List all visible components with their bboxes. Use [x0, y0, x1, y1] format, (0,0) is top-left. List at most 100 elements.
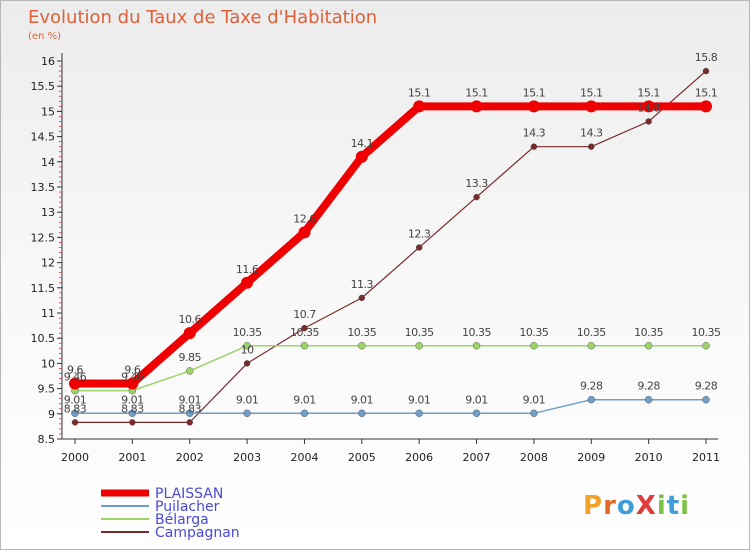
data-point	[527, 100, 540, 113]
data-label: 9.46	[64, 371, 87, 384]
data-point	[241, 276, 254, 289]
data-point	[243, 360, 251, 367]
data-label: 11.3	[351, 278, 374, 291]
data-point	[186, 367, 194, 375]
data-label: 10.35	[577, 326, 606, 339]
data-point	[702, 67, 710, 75]
data-label: 10.35	[347, 326, 376, 339]
x-tick-label: 2007	[463, 451, 491, 464]
data-point	[415, 409, 423, 417]
data-label: 15.1	[637, 86, 660, 99]
logo-letter: i	[680, 491, 691, 521]
y-tick-label: 16	[41, 55, 55, 68]
data-label: 15.8	[695, 51, 718, 64]
data-point	[530, 409, 538, 417]
data-label: 10.35	[692, 326, 721, 339]
data-point	[69, 377, 81, 390]
data-label: 12.3	[408, 227, 431, 240]
data-label: 10.35	[519, 326, 548, 339]
y-tick-label: 10	[41, 357, 55, 370]
y-tick-label: 13	[41, 206, 55, 219]
data-point	[472, 342, 481, 350]
data-point	[530, 143, 538, 150]
data-label: 9.01	[408, 393, 431, 406]
data-point	[129, 419, 136, 426]
data-label: 10	[241, 343, 254, 356]
data-label: 9.01	[465, 393, 488, 406]
data-label: 15.1	[523, 86, 546, 99]
legend-label: PLAISSAN	[155, 486, 223, 502]
series-line-bélarga	[74, 345, 707, 392]
x-tick-label: 2010	[635, 451, 663, 464]
x-tick-label: 2011	[692, 451, 720, 464]
data-label: 9.46	[121, 371, 144, 384]
data-point	[301, 324, 308, 332]
y-tick-label: 15.5	[31, 80, 56, 93]
data-label: 15.1	[465, 86, 488, 99]
data-point	[588, 143, 595, 150]
data-label: 14.1	[351, 137, 374, 150]
data-point	[473, 193, 480, 201]
data-point	[585, 100, 598, 113]
legend-label: Puilacher	[155, 499, 220, 515]
series-line-plaissan	[71, 102, 710, 388]
y-tick-label: 12.5	[31, 231, 56, 244]
data-point	[358, 342, 366, 350]
logo-letter: r	[603, 491, 617, 521]
data-label: 10.35	[290, 326, 319, 339]
data-label: 15.1	[695, 86, 718, 99]
series-line-puilacher	[74, 398, 707, 415]
y-tick-label: 14	[41, 156, 55, 169]
data-label: 9.01	[178, 393, 201, 406]
data-point	[243, 409, 251, 417]
x-tick-label: 2006	[405, 451, 433, 464]
data-label: 9.28	[580, 380, 603, 393]
data-label: 11.6	[236, 263, 259, 276]
legend-label: Campagnan	[155, 525, 240, 541]
data-point	[642, 100, 655, 113]
data-label: 14.3	[523, 127, 546, 140]
series-line-campagnan	[74, 70, 707, 423]
data-label: 12.6	[293, 212, 316, 225]
data-point	[644, 395, 653, 404]
y-tick-label: 11	[41, 307, 55, 320]
y-tick-label: 14.5	[31, 131, 56, 144]
data-label: 14.3	[580, 127, 603, 140]
data-point	[702, 395, 710, 404]
data-point	[126, 377, 139, 390]
legend-label: Bélarga	[155, 512, 209, 528]
logo-letter: o	[616, 491, 636, 521]
data-label: 9.01	[64, 393, 87, 406]
data-label: 15.1	[408, 86, 431, 99]
data-label: 9.28	[695, 380, 718, 393]
proxiti-logo: ProXiti	[583, 491, 690, 521]
data-point	[355, 150, 368, 163]
data-label: 10.35	[405, 326, 434, 339]
data-point	[530, 342, 538, 350]
y-tick-label: 9	[48, 408, 55, 421]
y-tick-label: 15	[41, 105, 55, 118]
data-point	[645, 118, 652, 125]
data-point	[300, 342, 309, 350]
x-tick-label: 2009	[577, 451, 605, 464]
data-label: 9.01	[293, 393, 316, 406]
data-point	[358, 409, 366, 417]
data-point	[470, 100, 483, 113]
chart-title: Evolution du Taux de Taxe d'Habitation	[28, 7, 378, 28]
x-tick-label: 2004	[290, 451, 318, 464]
data-label: 14.8	[637, 101, 660, 114]
data-label: 10.35	[462, 326, 491, 339]
x-tick-label: 2005	[348, 451, 376, 464]
data-point	[243, 342, 251, 350]
y-tick-label: 13.5	[31, 181, 56, 194]
y-tick-label: 8.5	[38, 433, 56, 446]
y-tick-label: 9.5	[38, 383, 56, 396]
data-label: 8.83	[121, 402, 144, 415]
data-label: 9.85	[178, 351, 201, 364]
logo-letter: t	[666, 491, 681, 521]
data-point	[700, 100, 712, 113]
data-point	[186, 409, 194, 417]
data-label: 9.28	[637, 380, 660, 393]
data-label: 8.83	[178, 402, 201, 415]
data-point	[472, 409, 481, 417]
